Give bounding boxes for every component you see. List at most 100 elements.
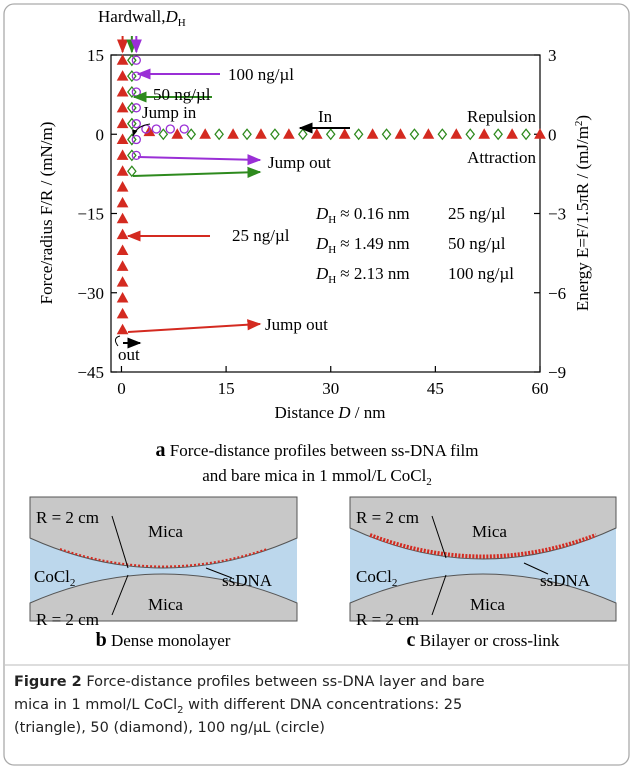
triangle-point bbox=[116, 260, 129, 271]
legend-subscript: H bbox=[328, 214, 336, 226]
series-callout: 25 ng/µl bbox=[232, 226, 290, 245]
ssdna-film bbox=[369, 533, 597, 559]
diamond-point bbox=[325, 128, 336, 141]
triangle-point bbox=[116, 228, 129, 240]
figure-caption: mica in 1 mmol/L CoCl2 with different DN… bbox=[14, 697, 462, 716]
triangle-point bbox=[283, 128, 295, 139]
panel-a-caption: a Force-distance profiles between ss-DNA… bbox=[156, 439, 479, 461]
legend-subscript: H bbox=[328, 274, 336, 286]
diamond-point bbox=[127, 149, 137, 162]
y2-tick-label: −9 bbox=[548, 363, 566, 382]
y2-tick-label: −3 bbox=[548, 205, 566, 224]
triangle-point bbox=[116, 165, 129, 176]
mica-label: Mica bbox=[470, 595, 505, 614]
y2-tick-label: −6 bbox=[548, 284, 566, 303]
figure-border bbox=[3, 3, 630, 766]
medium-label: CoCl2 bbox=[356, 567, 397, 589]
mica-bottom bbox=[349, 573, 617, 622]
triangle-point bbox=[227, 128, 239, 139]
triangle-point bbox=[534, 128, 546, 139]
diamond-point bbox=[409, 128, 420, 141]
annotation: out bbox=[118, 345, 140, 364]
y2-axis-label: Energy E=F/1.5πR / (mJ/m2) bbox=[573, 115, 592, 311]
diamond-point bbox=[465, 128, 476, 141]
diamond-point bbox=[242, 128, 252, 141]
legend-subscript: H bbox=[328, 244, 336, 256]
legend-symbol: D bbox=[315, 234, 329, 253]
y-tick-label: −30 bbox=[77, 284, 104, 303]
diamond-point bbox=[521, 128, 531, 141]
radius-label: R = 2 cm bbox=[36, 610, 99, 629]
circle-point bbox=[131, 55, 141, 65]
triangle-point bbox=[116, 323, 129, 335]
triangle-point bbox=[506, 128, 518, 139]
ssdna-film bbox=[59, 548, 268, 568]
x-tick-label: 60 bbox=[532, 379, 549, 398]
diamond-point bbox=[127, 133, 137, 146]
diamond-point bbox=[493, 128, 503, 141]
diamond-point bbox=[214, 128, 224, 141]
triangle-point bbox=[366, 128, 379, 139]
y-axis-label: Force/radius F/R / (mN/m) bbox=[37, 122, 56, 305]
triangle-point bbox=[116, 149, 129, 160]
figure-caption: (triangle), 50 (diamond), 100 ng/µL (cir… bbox=[14, 720, 325, 736]
radius-line bbox=[431, 574, 447, 616]
panel-b: R = 2 cm Mica CoCl2 ssDNA Mica R = 2 cm … bbox=[29, 496, 298, 651]
triangle-point bbox=[116, 244, 129, 255]
legend-entry: DH ≈ 2.13 nm bbox=[315, 264, 410, 286]
radius-line bbox=[111, 515, 129, 569]
pointer bbox=[205, 567, 233, 579]
triangle-point bbox=[116, 307, 129, 319]
x-tick-label: 45 bbox=[427, 379, 444, 398]
annotation: Jump in bbox=[142, 103, 197, 122]
diamond-point bbox=[186, 128, 197, 141]
diamond-point bbox=[127, 117, 137, 130]
arrow bbox=[132, 166, 262, 178]
radius-line bbox=[111, 574, 129, 616]
radius-label: R = 2 cm bbox=[36, 508, 99, 527]
y-tick-label: 15 bbox=[87, 46, 104, 65]
triangle-point bbox=[116, 117, 129, 129]
x-axis-label: Distance D / nm bbox=[275, 403, 386, 422]
figure-caption: Figure 2 Force-distance profiles between… bbox=[14, 674, 485, 690]
annotation-arrow bbox=[132, 123, 151, 137]
triangle-point bbox=[116, 181, 129, 192]
diamond-point bbox=[127, 54, 137, 67]
mica-label: Mica bbox=[148, 522, 183, 541]
circle-point bbox=[179, 124, 189, 134]
triangle-point bbox=[450, 128, 463, 139]
y-tick-label: −45 bbox=[77, 363, 104, 382]
diamond-point bbox=[127, 85, 137, 99]
diamond-point bbox=[270, 128, 280, 141]
film-label: ssDNA bbox=[540, 571, 591, 590]
panel-a-caption: and bare mica in 1 mmol/L CoCl2 bbox=[202, 466, 432, 488]
triangle-point bbox=[199, 128, 212, 139]
legend-symbol: D bbox=[315, 204, 329, 223]
triangle-point bbox=[116, 85, 129, 97]
annotation: Repulsion bbox=[467, 107, 536, 126]
mica-label: Mica bbox=[148, 595, 183, 614]
legend-name: 100 ng/µl bbox=[448, 264, 514, 283]
triangle-point bbox=[116, 196, 129, 208]
x-tick-label: 15 bbox=[218, 379, 235, 398]
diamond-point bbox=[127, 70, 137, 83]
mica-top bbox=[29, 496, 298, 569]
hardwall-label: Hardwall,DH bbox=[98, 7, 186, 29]
mica-top bbox=[349, 496, 617, 560]
triangle-point bbox=[310, 128, 323, 139]
y2-tick-label: 3 bbox=[548, 46, 557, 65]
diamond-point bbox=[297, 128, 308, 141]
legend-dh: ≈ 2.13 nm bbox=[340, 264, 409, 283]
medium-label: CoCl2 bbox=[34, 567, 75, 589]
arrow bbox=[127, 319, 262, 333]
circle-point bbox=[131, 119, 141, 129]
panel-c-caption: c Bilayer or cross-link bbox=[407, 629, 560, 651]
mica-label: Mica bbox=[472, 522, 507, 541]
triangle-point bbox=[116, 276, 129, 287]
x-tick-label: 0 bbox=[117, 379, 126, 398]
triangle-point bbox=[116, 54, 129, 65]
radius-label: R = 2 cm bbox=[356, 508, 419, 527]
triangle-point bbox=[394, 128, 407, 139]
